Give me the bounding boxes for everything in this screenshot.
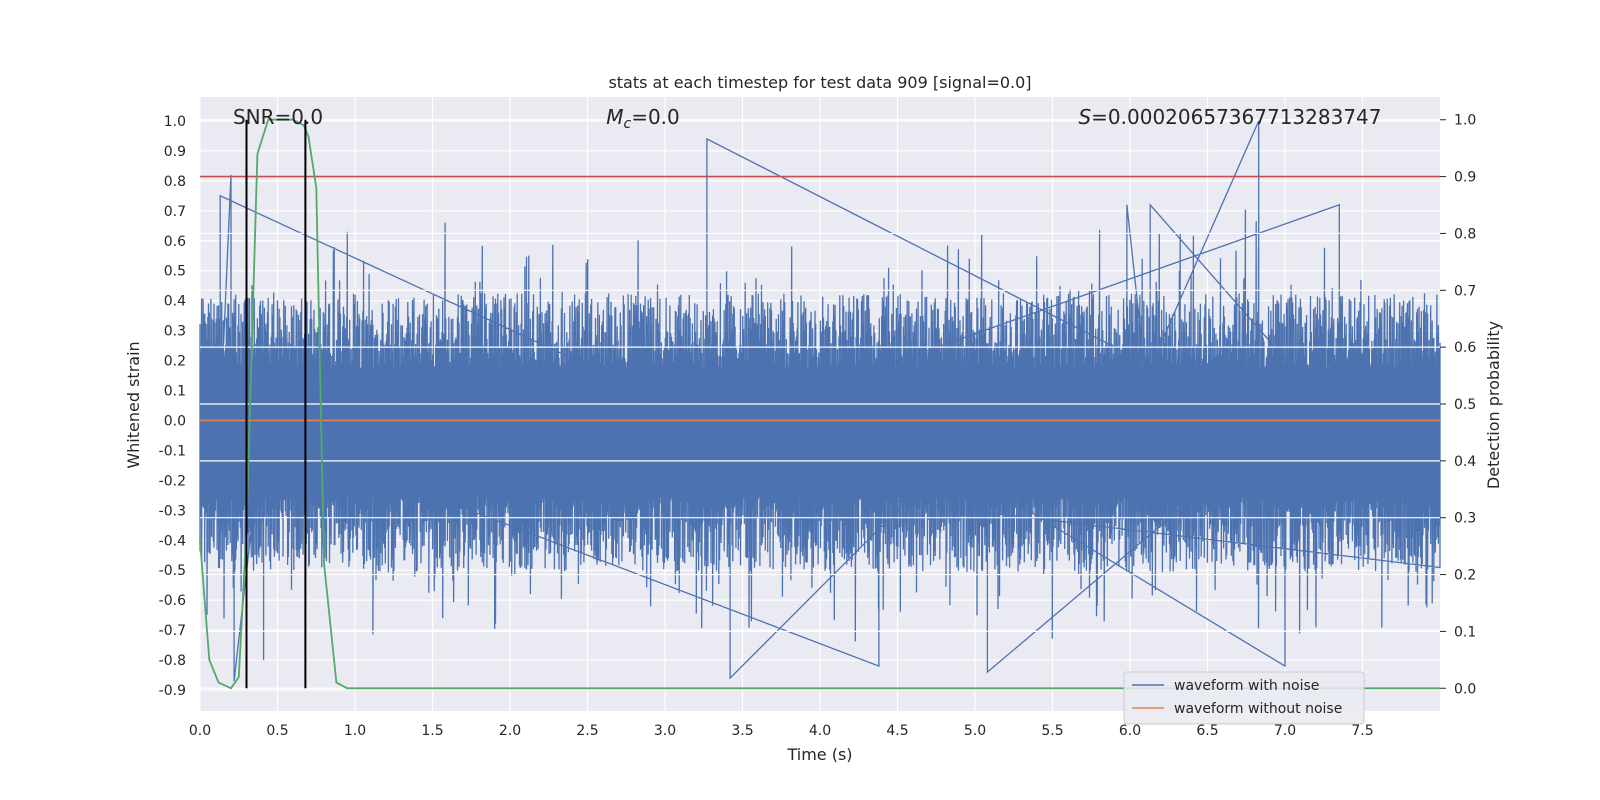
y2-tick-label: 0.7: [1454, 283, 1476, 299]
detection-probability-line: [199, 118, 1440, 690]
x-tick-label: 7.0: [1274, 723, 1296, 739]
x-tick-label: 6.5: [1196, 723, 1218, 739]
legend-label-waveform-without-noise: waveform without noise: [1174, 701, 1342, 717]
x-tick-label: 3.5: [731, 723, 753, 739]
y2-tick-label: 0.2: [1454, 568, 1476, 584]
y-tick-label: 0.9: [164, 144, 186, 160]
annotation-score: S=0.00020657367713283747: [1078, 105, 1381, 129]
x-tick-label: 4.5: [886, 723, 908, 739]
x-tick-label: 7.5: [1351, 723, 1373, 739]
y2-tick-label: 0.1: [1454, 624, 1476, 640]
x-tick-label: 1.0: [344, 723, 366, 739]
y2-tick-label: 0.3: [1454, 511, 1476, 527]
y2-tick-label: 0.0: [1454, 681, 1476, 697]
y2-axis-label: Detection probability: [1484, 321, 1503, 489]
y-tick-label: 1.0: [164, 114, 186, 130]
y-tick-label: 0.1: [164, 384, 186, 400]
waveform-with-noise-line: [199, 120, 1441, 682]
y-tick-label: 0.8: [164, 174, 186, 190]
x-tick-label: 5.0: [964, 723, 986, 739]
x-tick-label: 3.0: [654, 723, 676, 739]
x-tick-label: 0.0: [189, 723, 211, 739]
y-axis-label: Whitened strain: [124, 341, 143, 468]
annotation-chirp-mass: Mc=0.0: [606, 105, 680, 132]
y-axis-ticks: 1.0 0.9 0.8 0.7 0.6 0.5 0.4 0.3 0.2 0.1 0.0 -0.1 -0.…: [159, 114, 186, 699]
x-axis-label: Time (s): [786, 745, 852, 764]
series-lines: [199, 118, 1440, 690]
annotations: SNR=0.0 Mc=0.0 S=0.00020657367713283747: [233, 105, 1382, 132]
chart-title: stats at each timestep for test data 909…: [608, 73, 1031, 92]
x-tick-label: 1.5: [421, 723, 443, 739]
y2-tick-label: 0.6: [1454, 340, 1476, 356]
y-tick-label: 0.7: [164, 204, 186, 220]
y-tick-label: -0.9: [159, 683, 186, 699]
y-tick-label: 0.2: [164, 354, 186, 370]
x-tick-label: 2.0: [499, 723, 521, 739]
y2-tick-label: 0.4: [1454, 454, 1476, 470]
legend-box: [1123, 671, 1365, 725]
y-tick-label: -0.2: [159, 473, 186, 489]
x-tick-label: 6.0: [1119, 723, 1141, 739]
y2-tick-label: 0.8: [1454, 226, 1476, 242]
y-tick-label: 0.0: [164, 413, 186, 429]
y-tick-label: 0.4: [164, 294, 186, 310]
legend-label-waveform-with-noise: waveform with noise: [1174, 678, 1319, 694]
x-axis-ticks: 0.0 0.5 1.0 1.5 2.0 2.5 3.0 3.5 4.0 4.5 5.0 5.5 6.0 6…: [189, 723, 1374, 739]
annotation-snr: SNR=0.0: [233, 105, 323, 129]
y2-axis-ticks: 1.0 0.9 0.8 0.7 0.6 0.5 0.4 0.3 0.2 0.1 0.0: [1440, 113, 1476, 697]
y2-tick-label: 0.5: [1454, 397, 1476, 413]
y-tick-label: -0.8: [159, 653, 186, 669]
y-tick-label: 0.3: [164, 324, 186, 340]
y-tick-label: -0.5: [159, 563, 186, 579]
y2-tick-label: 1.0: [1454, 113, 1476, 129]
x-tick-label: 5.5: [1041, 723, 1063, 739]
legend: waveform with noise waveform without noi…: [1123, 671, 1365, 725]
series-waveform-with-noise: [199, 120, 1441, 682]
y-tick-label: 0.6: [164, 234, 186, 250]
y-tick-label: -0.6: [159, 593, 186, 609]
x-tick-label: 4.0: [809, 723, 831, 739]
y-tick-label: -0.1: [159, 443, 186, 459]
y-tick-label: -0.3: [159, 503, 186, 519]
x-tick-label: 0.5: [266, 723, 288, 739]
y-tick-label: -0.4: [159, 533, 186, 549]
y-tick-label: 0.5: [164, 264, 186, 280]
y-tick-label: -0.7: [159, 623, 186, 639]
y2-tick-label: 0.9: [1454, 170, 1476, 186]
x-tick-label: 2.5: [576, 723, 598, 739]
